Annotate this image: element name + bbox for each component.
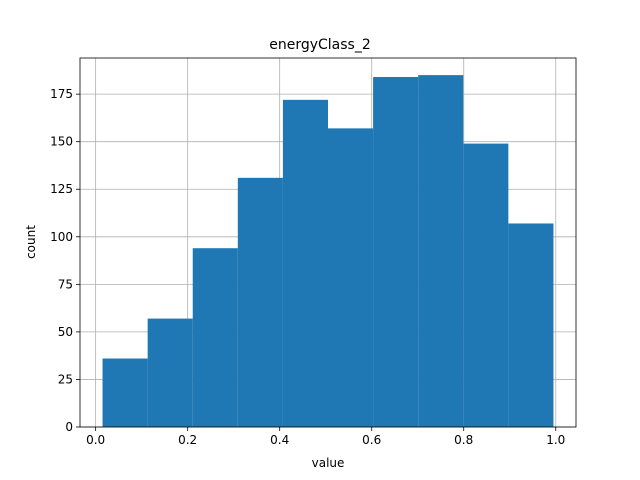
- histogram-bar: [328, 128, 374, 427]
- chart-title: energyClass_2: [269, 37, 371, 53]
- y-tick-label: 0: [65, 420, 73, 434]
- y-tick-label: 175: [50, 87, 73, 101]
- histogram-bar: [237, 177, 283, 427]
- y-tick-label: 125: [50, 182, 73, 196]
- y-axis-label: count: [24, 225, 38, 259]
- histogram-bar: [373, 77, 419, 427]
- histogram-bar: [418, 75, 464, 427]
- axes-frame: [79, 57, 577, 428]
- histogram-bar: [463, 143, 509, 428]
- histogram-bars: [102, 75, 554, 428]
- y-tick-label: 150: [50, 135, 73, 149]
- x-axis-label: value: [312, 456, 345, 470]
- x-tick-label: 0.2: [178, 433, 197, 447]
- x-tick-label: 1.0: [546, 433, 565, 447]
- x-tick-label: 0.4: [270, 433, 289, 447]
- y-tick-label: 75: [58, 277, 73, 291]
- y-tick-label: 100: [50, 230, 73, 244]
- histogram-bar: [282, 99, 328, 427]
- y-tick-label: 25: [58, 372, 73, 386]
- histogram-bar: [192, 248, 238, 427]
- x-tick-label: 0.8: [454, 433, 473, 447]
- histogram-bar: [508, 223, 554, 427]
- y-tick-label: 50: [58, 325, 73, 339]
- histogram-bar: [102, 358, 148, 427]
- histogram-bar: [147, 318, 193, 427]
- axis-ticks: 0.0 0.2 0.4 0.6 0.8 1.0 0 25 50 75 100 125 150 175: [50, 87, 565, 447]
- x-tick-label: 0.6: [362, 433, 381, 447]
- x-tick-label: 0.0: [86, 433, 105, 447]
- plot-frame: [79, 57, 577, 428]
